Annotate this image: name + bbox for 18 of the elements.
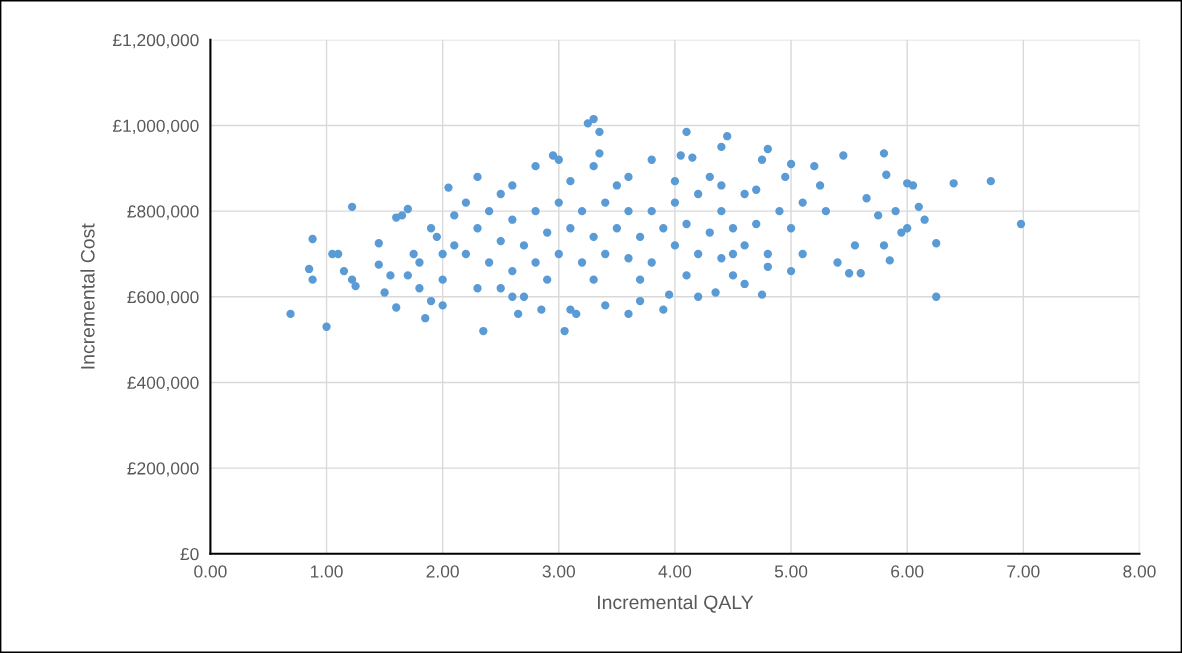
x-tick-label: 3.00 bbox=[542, 565, 576, 578]
x-tick-label: 5.00 bbox=[774, 565, 808, 578]
x-tick-label: 7.00 bbox=[1007, 565, 1040, 578]
x-axis-title: Incremental QALY bbox=[598, 594, 754, 613]
y-tick-label: £0 bbox=[180, 547, 199, 561]
y-tick-label: £1,200,000 bbox=[112, 34, 199, 49]
x-tick-label: 4.00 bbox=[658, 565, 692, 578]
x-tick-label: 0.00 bbox=[194, 565, 227, 578]
x-tick-label: 2.00 bbox=[426, 565, 459, 578]
x-tick-label: 1.00 bbox=[310, 565, 343, 578]
y-tick-label: £600,000 bbox=[127, 290, 199, 306]
y-tick-label: £400,000 bbox=[127, 376, 199, 391]
x-tick-label: 6.00 bbox=[891, 565, 924, 578]
x-tick-label: 8.00 bbox=[1123, 565, 1156, 578]
y-tick-label: £800,000 bbox=[127, 205, 199, 220]
y-tick-label: £1,000,000 bbox=[112, 119, 199, 134]
y-tick-label: £200,000 bbox=[127, 462, 199, 477]
y-axis-title: Incremental Cost bbox=[80, 223, 95, 369]
